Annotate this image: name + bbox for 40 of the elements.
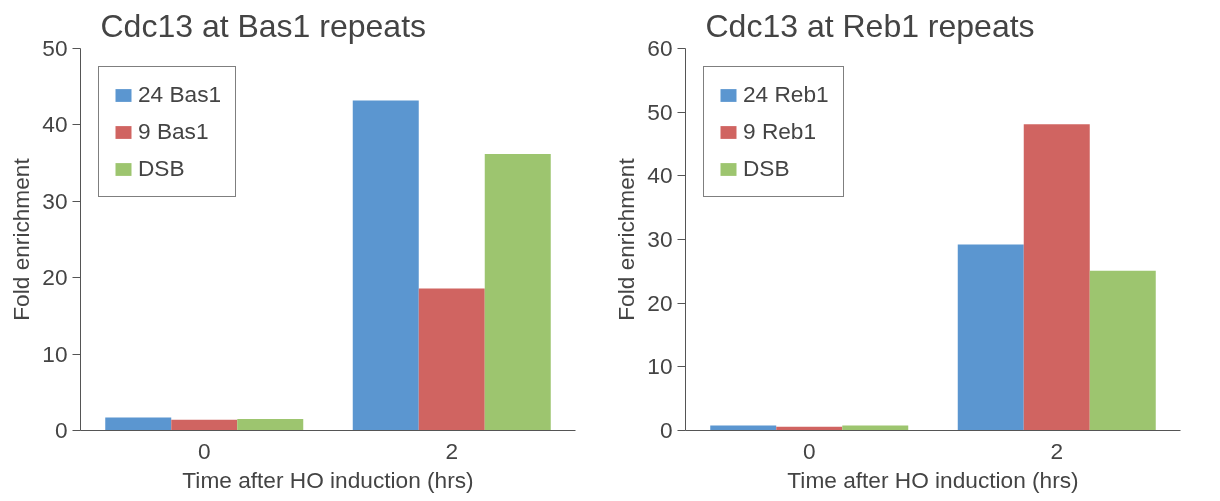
bar	[842, 425, 909, 431]
x-tick-label: 0	[197, 437, 211, 464]
legend-label: DSB	[743, 155, 790, 182]
y-tick-label: 10	[647, 353, 673, 380]
y-tick-label: 50	[42, 35, 68, 61]
y-tick-label: 50	[647, 98, 673, 125]
y-tick-label: 20	[42, 264, 68, 291]
y-tick-label: 30	[647, 226, 673, 252]
x-tick-label: 2	[445, 437, 459, 464]
bar	[484, 153, 551, 431]
legend-label: 9 Reb1	[743, 118, 817, 145]
y-tick-label: 30	[42, 187, 68, 214]
x-axis-title: Time after HO induction (hrs)	[787, 466, 1079, 493]
y-tick-label: 60	[647, 35, 673, 61]
y-axis-title: Fold enrichment	[613, 157, 640, 321]
bar	[171, 419, 238, 431]
bar	[352, 100, 419, 431]
y-tick-label: 10	[42, 340, 68, 367]
bar	[105, 417, 172, 431]
bar	[957, 244, 1024, 431]
x-tick-label: 0	[802, 437, 816, 464]
y-axis-title: Fold enrichment	[8, 157, 35, 321]
bar	[1089, 270, 1156, 431]
x-axis-title: Time after HO induction (hrs)	[182, 466, 474, 493]
y-tick-label: 0	[659, 417, 673, 443]
y-tick-label: 40	[42, 111, 68, 138]
legend-label: 24 Bas1	[138, 81, 222, 108]
chart-title: Cdc13 at Reb1 repeats	[705, 7, 1035, 44]
legend-label: 24 Reb1	[743, 81, 829, 108]
bar	[418, 288, 485, 431]
y-tick-label: 0	[54, 417, 68, 443]
x-tick-label: 2	[1050, 437, 1064, 464]
bar	[237, 419, 304, 431]
legend-label: DSB	[138, 155, 185, 182]
legend-label: 9 Bas1	[138, 118, 209, 145]
y-tick-label: 20	[647, 289, 673, 316]
chart-title: Cdc13 at Bas1 repeats	[100, 7, 427, 44]
bar	[710, 425, 777, 431]
bar	[1023, 124, 1090, 431]
y-tick-label: 40	[647, 162, 673, 189]
